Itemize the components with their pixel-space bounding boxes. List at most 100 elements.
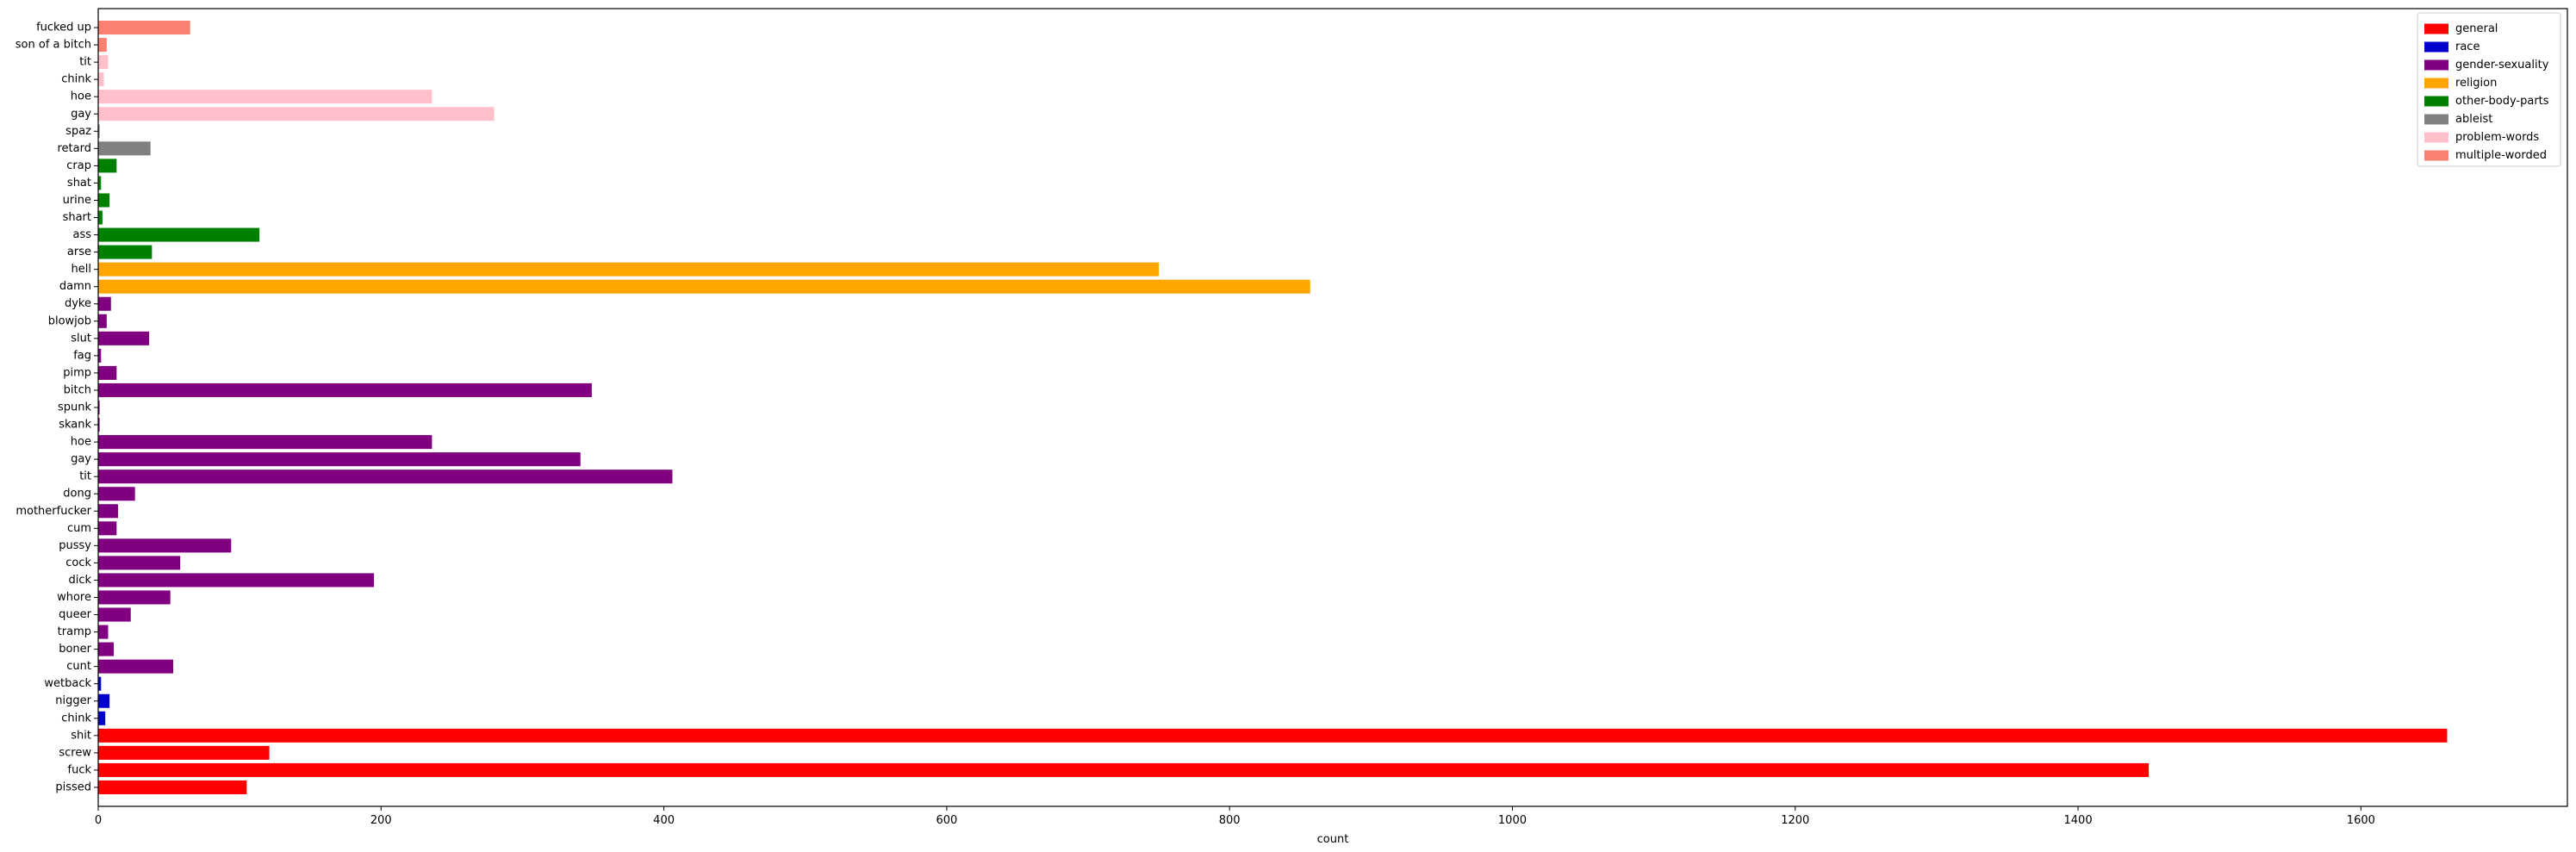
bar-fuck-general xyxy=(98,762,2150,777)
y-tick-label: fuck xyxy=(68,763,92,776)
bar-damn-religion xyxy=(98,279,1310,294)
bar-shat-other-body-parts xyxy=(98,176,102,190)
bar-arse-other-body-parts xyxy=(98,245,152,259)
bars-layer xyxy=(98,21,2448,794)
bar-hoe-gender-sexuality xyxy=(98,435,432,450)
bar-tit-problem-words xyxy=(98,55,109,70)
y-tick-label: bitch xyxy=(64,383,91,396)
legend-label-gender-sexuality: gender-sexuality xyxy=(2455,59,2549,72)
x-tick-label: 0 xyxy=(95,814,102,827)
bar-boner-gender-sexuality xyxy=(98,642,115,656)
bar-crap-other-body-parts xyxy=(98,159,117,173)
y-tick-label: retard xyxy=(58,142,92,155)
bar-fag-gender-sexuality xyxy=(98,348,102,363)
y-tick-label: spunk xyxy=(58,401,92,414)
y-tick-label: hoe xyxy=(71,90,91,103)
bar-hoe-problem-words xyxy=(98,90,432,104)
legend-label-multiple-worded: multiple-worded xyxy=(2455,149,2547,162)
legend-swatch-general xyxy=(2424,23,2448,34)
y-tick-label: whore xyxy=(57,591,91,604)
bar-cunt-gender-sexuality xyxy=(98,659,173,674)
y-tick-label: hell xyxy=(72,263,91,276)
bar-pimp-gender-sexuality xyxy=(98,365,117,380)
legend-label-general: general xyxy=(2455,22,2498,35)
x-tick-label: 1000 xyxy=(1498,814,1527,827)
x-tick-label: 1400 xyxy=(2064,814,2093,827)
y-tick-label: hoe xyxy=(71,436,91,449)
legend-label-other-body-parts: other-body-parts xyxy=(2455,95,2549,108)
y-tick-label: tit xyxy=(79,470,91,483)
legend-label-race: race xyxy=(2455,40,2480,53)
bar-chink-race xyxy=(98,711,106,725)
bar-dyke-gender-sexuality xyxy=(98,296,111,311)
y-tick-label: chink xyxy=(61,712,91,725)
x-tick-label: 400 xyxy=(653,814,675,827)
x-axis-ticks: 0 200 400 600 800 1000 1200 1400 1600 xyxy=(95,806,2375,827)
bar-cum-gender-sexuality xyxy=(98,521,117,536)
bar-slut-gender-sexuality xyxy=(98,331,150,345)
x-tick-label: 200 xyxy=(370,814,392,827)
y-tick-label: dyke xyxy=(65,297,91,310)
bar-tramp-gender-sexuality xyxy=(98,625,109,639)
bar-cock-gender-sexuality xyxy=(98,556,181,570)
legend-swatch-religion xyxy=(2424,78,2448,89)
legend-swatch-gender-sexuality xyxy=(2424,59,2448,71)
bar-shit-general xyxy=(98,728,2448,743)
y-tick-label: tramp xyxy=(58,625,91,638)
bar-dong-gender-sexuality xyxy=(98,487,135,501)
y-tick-label: cum xyxy=(67,522,91,535)
y-tick-label: boner xyxy=(59,643,91,656)
bar-ass-other-body-parts xyxy=(98,227,260,242)
y-tick-label: dick xyxy=(68,574,91,587)
y-axis-ticks: pissed fuck screw shit chink nigger wetback cun… xyxy=(16,22,98,793)
bar-whore-gender-sexuality xyxy=(98,590,171,605)
bar-chink-problem-words xyxy=(98,72,104,87)
y-tick-label: pimp xyxy=(63,366,91,379)
bar-shart-other-body-parts xyxy=(98,210,103,225)
legend-swatch-other-body-parts xyxy=(2424,96,2448,107)
bar-urine-other-body-parts xyxy=(98,193,110,208)
legend: general race gender-sexuality religion other… xyxy=(2417,12,2561,167)
y-tick-label: pissed xyxy=(55,780,91,793)
legend-swatch-race xyxy=(2424,41,2448,53)
bar-motherfucker-gender-sexuality xyxy=(98,504,118,519)
bar-blowjob-gender-sexuality xyxy=(98,314,107,328)
y-tick-label: fag xyxy=(73,349,91,362)
y-tick-label: spaz xyxy=(65,125,91,138)
bar-skank-gender-sexuality xyxy=(98,418,100,432)
bar-gay-gender-sexuality xyxy=(98,452,581,467)
legend-swatch-multiple-worded xyxy=(2424,150,2448,161)
y-tick-label: nigger xyxy=(55,694,91,707)
y-tick-label: skank xyxy=(59,419,91,432)
legend-swatch-ableist xyxy=(2424,114,2448,125)
y-tick-label: gay xyxy=(71,108,91,121)
legend-label-religion: religion xyxy=(2455,77,2497,90)
bar-wetback-race xyxy=(98,676,102,691)
y-tick-label: shit xyxy=(71,729,91,742)
y-tick-label: fucked up xyxy=(36,22,91,34)
y-tick-label: cunt xyxy=(66,660,91,673)
y-tick-label: queer xyxy=(59,608,91,621)
bar-retard-ableist xyxy=(98,141,151,156)
bar-dick-gender-sexuality xyxy=(98,573,375,588)
y-tick-label: arse xyxy=(67,246,91,258)
bar-nigger-race xyxy=(98,693,110,708)
bar-tit-gender-sexuality xyxy=(98,470,673,484)
bar-gay-problem-words xyxy=(98,107,495,121)
x-tick-label: 1600 xyxy=(2347,814,2375,827)
legend-label-ableist: ableist xyxy=(2455,113,2492,126)
legend-label-problem-words: problem-words xyxy=(2455,131,2539,144)
y-tick-label: cock xyxy=(65,557,91,569)
y-tick-label: tit xyxy=(79,56,91,69)
bar-son-of-a-bitch-multiple-worded xyxy=(98,38,107,53)
bar-screw-general xyxy=(98,745,270,760)
y-tick-label: screw xyxy=(59,746,91,759)
y-tick-label: damn xyxy=(59,280,91,293)
bar-queer-gender-sexuality xyxy=(98,607,131,622)
y-tick-label: wetback xyxy=(44,677,91,690)
y-tick-label: shart xyxy=(63,211,91,224)
x-tick-label: 800 xyxy=(1219,814,1241,827)
bar-bitch-gender-sexuality xyxy=(98,382,592,397)
y-tick-label: chink xyxy=(61,73,91,86)
